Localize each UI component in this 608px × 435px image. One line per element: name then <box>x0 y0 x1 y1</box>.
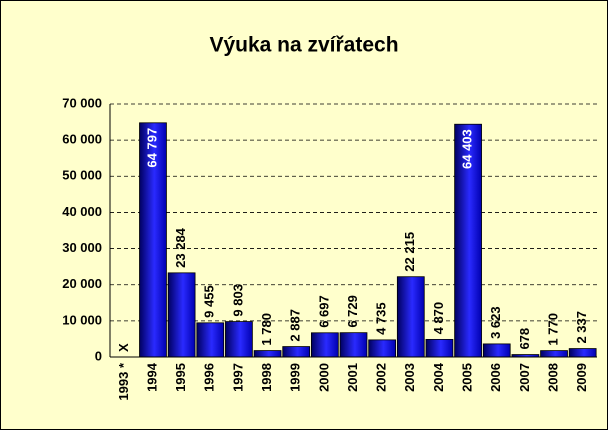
x-tick-label: 2006 <box>488 363 503 392</box>
chart-title: Výuka na zvířatech <box>209 34 398 57</box>
x-tick-label: 1997 <box>230 363 245 392</box>
x-tick-label: 2001 <box>345 363 360 392</box>
value-label: 2 887 <box>288 309 303 342</box>
value-label: 1 770 <box>545 313 560 346</box>
bar <box>310 332 339 358</box>
value-label: 6 729 <box>345 295 360 328</box>
bar <box>196 322 225 358</box>
x-tick-label: 2005 <box>460 363 475 392</box>
y-tick-label: 0 <box>95 348 102 363</box>
y-tick-label: 10 000 <box>62 312 102 327</box>
y-tick-label: 30 000 <box>62 240 102 255</box>
value-label: 678 <box>517 328 532 350</box>
bar <box>339 332 368 358</box>
bar <box>454 123 482 358</box>
x-tick-label: 1998 <box>259 363 274 392</box>
bar <box>167 272 196 358</box>
value-label: 6 697 <box>316 295 331 328</box>
value-label: X <box>116 343 131 352</box>
value-label: 9 455 <box>202 285 217 318</box>
x-tick-label: 1999 <box>288 363 303 392</box>
x-tick-label: 1995 <box>173 363 188 392</box>
x-tick-label: 2002 <box>374 363 389 392</box>
bar <box>139 122 167 358</box>
y-tick-label: 20 000 <box>62 276 102 291</box>
bar <box>540 350 568 358</box>
y-tick-label: 60 000 <box>62 132 102 147</box>
x-tick-label: 2009 <box>574 363 589 392</box>
x-tick-label: 1994 <box>144 362 159 392</box>
bar <box>482 343 511 358</box>
x-tick-label: 1996 <box>202 363 217 392</box>
value-label: 23 284 <box>173 227 188 268</box>
x-tick-label: 2003 <box>402 363 417 392</box>
x-tick-label: 2000 <box>316 363 331 392</box>
y-tick-label: 50 000 <box>62 168 102 183</box>
value-label: 64 797 <box>144 128 159 168</box>
x-tick-label: 2007 <box>517 363 532 392</box>
value-label: 64 403 <box>460 129 475 169</box>
bar <box>282 346 311 358</box>
value-label: 4 870 <box>431 302 446 335</box>
bar <box>425 338 454 358</box>
y-tick-label: 70 000 <box>62 95 102 110</box>
bar <box>225 321 253 358</box>
value-label: 4 735 <box>374 302 389 335</box>
bar <box>368 339 397 358</box>
x-tick-label: 2004 <box>431 362 446 392</box>
value-label: 22 215 <box>402 232 417 272</box>
value-label: 3 623 <box>488 306 503 339</box>
value-label: 9 803 <box>230 284 245 317</box>
x-tick-label: 2008 <box>545 363 560 392</box>
value-label: 2 337 <box>574 311 589 344</box>
bar <box>253 350 282 358</box>
value-label: 1 780 <box>259 313 274 346</box>
x-tick-label: 1993 * <box>116 362 131 401</box>
bar <box>568 348 597 358</box>
y-tick-label: 40 000 <box>62 204 102 219</box>
bar <box>396 276 425 358</box>
